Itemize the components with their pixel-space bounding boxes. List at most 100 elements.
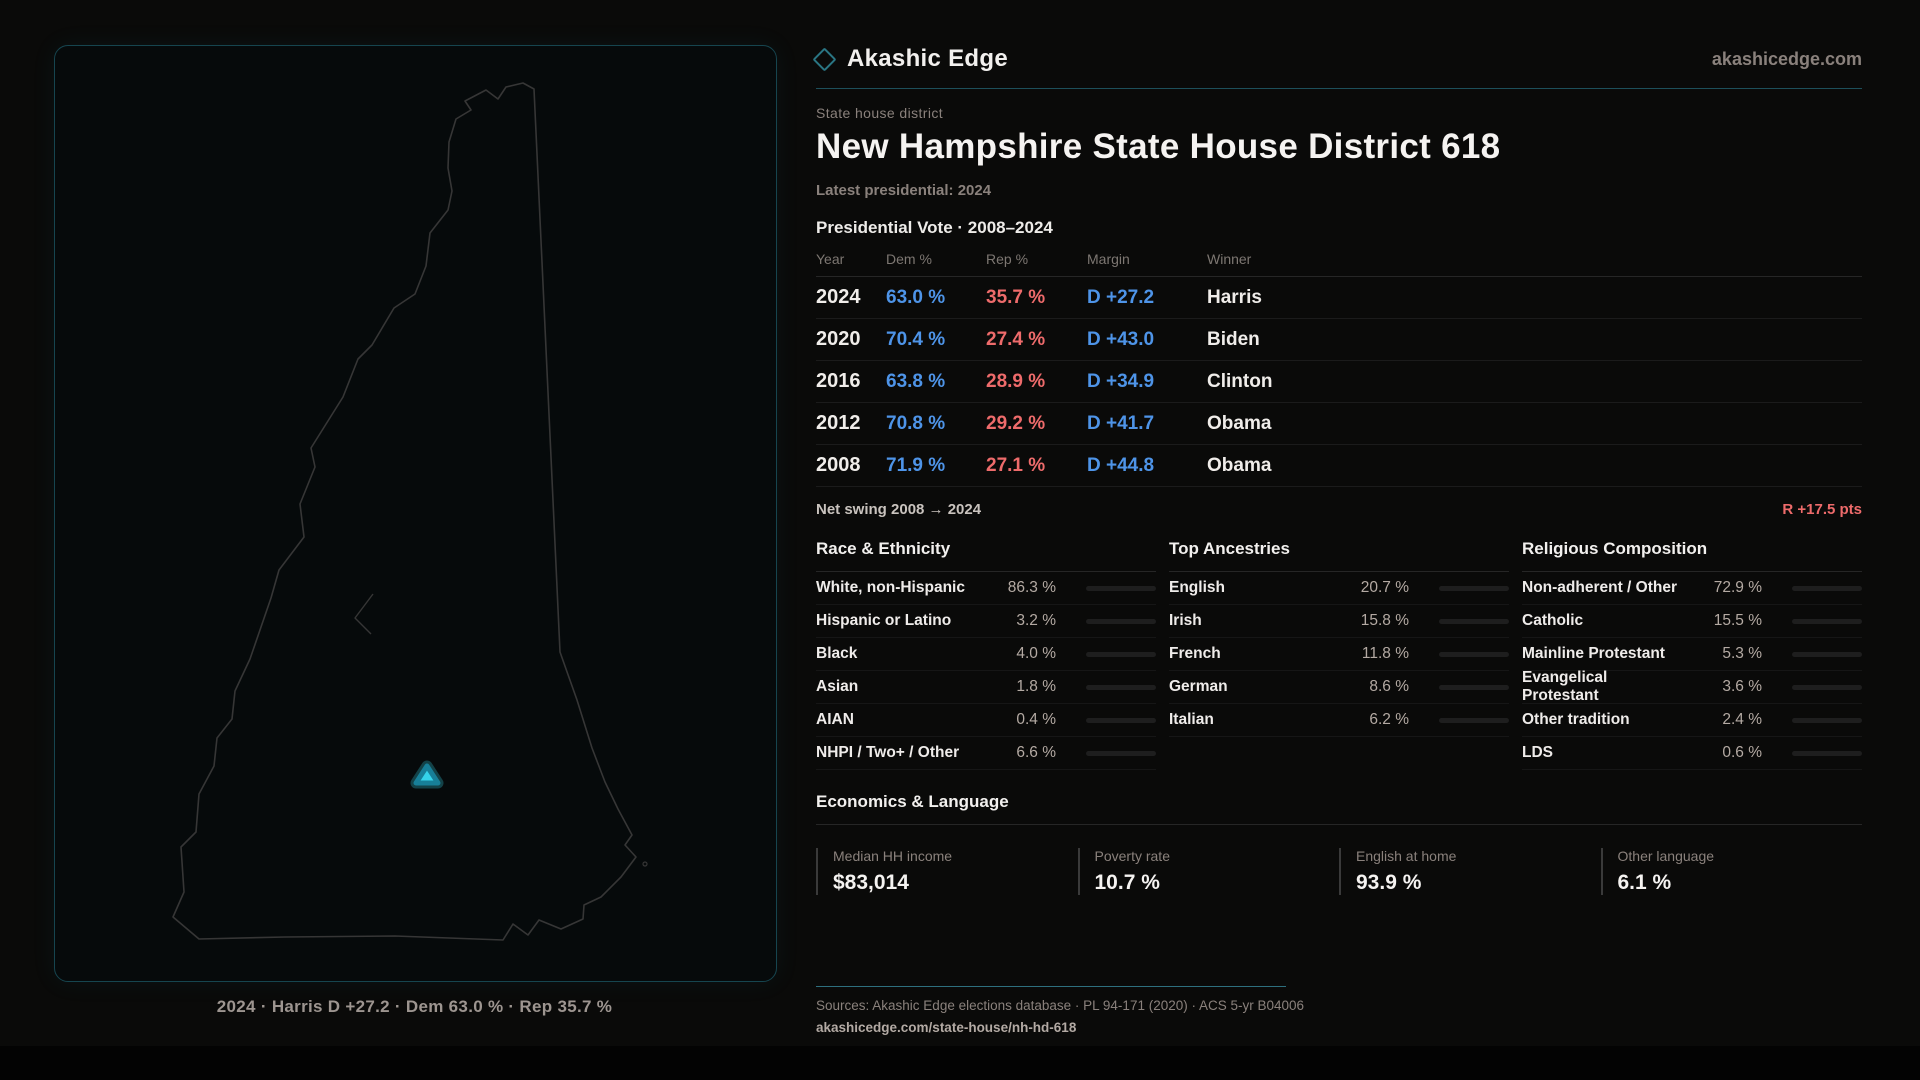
list-item: Other tradition 2.4 % xyxy=(1522,704,1862,737)
winner-cell: Clinton xyxy=(1207,370,1273,392)
col-header-year: Year xyxy=(816,251,845,267)
row-label: NHPI / Two+ / Other xyxy=(816,744,960,761)
row-value: 86.3 % xyxy=(1007,579,1056,596)
winner-cell: Obama xyxy=(1207,412,1272,434)
kicker: State house district xyxy=(816,105,944,121)
bottom-strip xyxy=(0,1046,1920,1080)
table-row: 2012 70.8 % 29.2 % D +41.7 Obama xyxy=(816,403,1862,445)
pct-bar xyxy=(1792,717,1862,723)
pct-bar xyxy=(1439,717,1509,723)
row-value: 0.6 % xyxy=(1722,744,1762,761)
table-row: 2024 63.0 % 35.7 % D +27.2 Harris xyxy=(816,277,1862,319)
year-cell: 2012 xyxy=(816,412,861,434)
brand-name: Akashic Edge xyxy=(847,45,1008,72)
row-value: 72.9 % xyxy=(1713,579,1762,596)
list-item: NHPI / Two+ / Other 6.6 % xyxy=(816,737,1156,770)
row-label: Mainline Protestant xyxy=(1522,645,1665,662)
footer: Sources: Akashic Edge elections database… xyxy=(816,986,1304,1035)
dem-cell: 71.9 % xyxy=(886,454,946,476)
row-value: 20.7 % xyxy=(1360,579,1409,596)
col-header-margin: Margin xyxy=(1087,251,1130,267)
pct-bar xyxy=(1439,651,1509,657)
table-header-row: Year Dem % Rep % Margin Winner xyxy=(816,251,1862,277)
stat-value: 93.9 % xyxy=(1356,871,1422,894)
sources-text: Sources: Akashic Edge elections database… xyxy=(816,998,1305,1013)
pct-bar xyxy=(1086,750,1156,756)
stat-label: Poverty rate xyxy=(1094,848,1170,864)
pct-bar xyxy=(1439,684,1509,690)
stat-label: Other language xyxy=(1617,848,1715,864)
row-label: Irish xyxy=(1169,612,1202,629)
presidential-vote-table: Year Dem % Rep % Margin Winner 2024 63.0… xyxy=(816,251,1862,487)
stat-value: $83,014 xyxy=(833,871,909,894)
pct-bar xyxy=(1792,684,1862,690)
dem-cell: 63.8 % xyxy=(886,370,946,392)
pct-bar xyxy=(1792,585,1862,591)
map-caption: 2024 · Harris D +27.2 · Dem 63.0 % · Rep… xyxy=(216,997,613,1016)
row-label: Black xyxy=(816,645,858,662)
pct-bar xyxy=(1792,651,1862,657)
row-value: 3.2 % xyxy=(1016,612,1056,629)
list-item: Non-adherent / Other 72.9 % xyxy=(1522,572,1862,605)
list-item: LDS 0.6 % xyxy=(1522,737,1862,770)
stat-median-income: Median HH income $83,014 xyxy=(816,848,1078,895)
brand-domain-link[interactable]: akashicedge.com xyxy=(1711,48,1862,69)
page-title: New Hampshire State House District 618 xyxy=(816,127,1501,166)
pct-bar xyxy=(1792,750,1862,756)
district-map-panel xyxy=(54,45,777,982)
margin-cell: D +43.0 xyxy=(1087,328,1155,350)
winner-cell: Biden xyxy=(1207,328,1260,350)
margin-cell: D +44.8 xyxy=(1087,454,1155,476)
list-item: English 20.7 % xyxy=(1169,572,1509,605)
row-label: AIAN xyxy=(816,711,854,728)
rep-cell: 28.9 % xyxy=(986,370,1046,392)
net-swing-label: Net swing 2008 → 2024 xyxy=(816,501,982,518)
row-value: 6.6 % xyxy=(1016,744,1056,761)
stat-value: 6.1 % xyxy=(1617,871,1672,894)
row-label: Non-adherent / Other xyxy=(1522,579,1678,596)
race-ethnicity-column: Race & Ethnicity White, non-Hispanic 86.… xyxy=(816,539,1156,770)
row-label: English xyxy=(1169,579,1225,596)
list-item: Irish 15.8 % xyxy=(1169,605,1509,638)
permalink[interactable]: akashicedge.com/state-house/nh-hd-618 xyxy=(816,1020,1077,1035)
list-item: Italian 6.2 % xyxy=(1169,704,1509,737)
rep-cell: 27.4 % xyxy=(986,328,1046,350)
district-marker[interactable] xyxy=(413,763,441,786)
row-label: Hispanic or Latino xyxy=(816,612,952,629)
vote-table-title: Presidential Vote · 2008–2024 xyxy=(816,218,1053,237)
footer-divider xyxy=(816,986,1286,987)
row-value: 5.3 % xyxy=(1722,645,1762,662)
row-value: 0.4 % xyxy=(1016,711,1056,728)
year-cell: 2020 xyxy=(816,328,861,350)
pct-bar xyxy=(1086,618,1156,624)
row-value: 15.5 % xyxy=(1713,612,1762,629)
stat-other-language: Other language 6.1 % xyxy=(1600,848,1863,895)
list-item: Catholic 15.5 % xyxy=(1522,605,1862,638)
rep-cell: 27.1 % xyxy=(986,454,1046,476)
row-value: 3.6 % xyxy=(1722,678,1762,695)
list-item: Black 4.0 % xyxy=(816,638,1156,671)
year-cell: 2016 xyxy=(816,370,861,392)
rep-cell: 35.7 % xyxy=(986,286,1046,308)
list-item: Asian 1.8 % xyxy=(816,671,1156,704)
row-label: French xyxy=(1169,645,1221,662)
table-row: 2016 63.8 % 28.9 % D +34.9 Clinton xyxy=(816,361,1862,403)
list-item: AIAN 0.4 % xyxy=(816,704,1156,737)
pct-bar xyxy=(1086,717,1156,723)
margin-cell: D +41.7 xyxy=(1087,412,1155,434)
pct-bar xyxy=(1792,618,1862,624)
row-value: 8.6 % xyxy=(1369,678,1409,695)
row-label: Other tradition xyxy=(1522,711,1630,728)
row-label: Italian xyxy=(1169,711,1214,728)
row-value: 2.4 % xyxy=(1722,711,1762,728)
pct-bar xyxy=(1086,585,1156,591)
state-outline xyxy=(172,82,637,941)
net-swing-value: R +17.5 pts xyxy=(1782,501,1862,518)
pct-bar xyxy=(1439,618,1509,624)
section-title: Race & Ethnicity xyxy=(816,539,1156,572)
winner-cell: Obama xyxy=(1207,454,1272,476)
list-item: German 8.6 % xyxy=(1169,671,1509,704)
list-item: Mainline Protestant 5.3 % xyxy=(1522,638,1862,671)
new-hampshire-map xyxy=(172,82,648,941)
dem-cell: 70.4 % xyxy=(886,328,946,350)
